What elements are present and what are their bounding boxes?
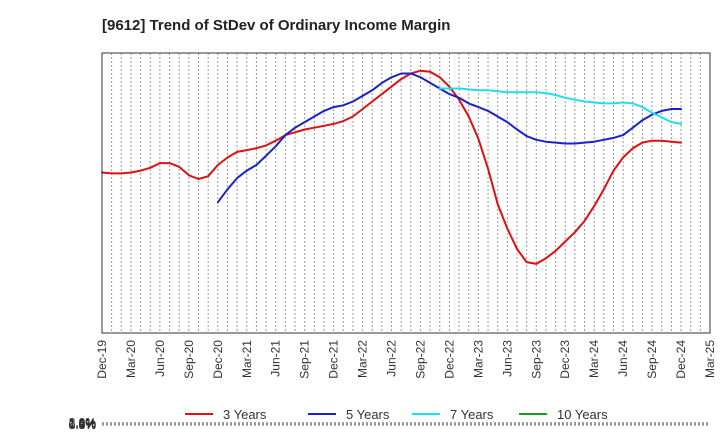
legend-label: 10 Years bbox=[557, 407, 608, 422]
series-line-7-years bbox=[438, 87, 682, 125]
legend-label: 7 Years bbox=[450, 407, 494, 422]
x-tick-label: Mar-25 bbox=[703, 340, 717, 378]
x-tick-label: Dec-21 bbox=[327, 340, 341, 379]
x-tick-label: Dec-22 bbox=[442, 340, 456, 379]
legend-label: 3 Years bbox=[223, 407, 267, 422]
x-tick-label: Dec-19 bbox=[95, 340, 109, 379]
y-tick-label: 2.0% bbox=[69, 416, 97, 430]
x-tick-label: Dec-24 bbox=[674, 340, 688, 379]
x-tick-label: Jun-21 bbox=[269, 340, 283, 377]
x-tick-label: Jun-20 bbox=[153, 340, 167, 377]
legend: 3 Years 5 Years 7 Years 10 Years bbox=[185, 407, 608, 422]
series-line-3-years bbox=[101, 69, 682, 265]
x-tick-label: Jun-24 bbox=[616, 340, 630, 377]
x-tick-label: Sep-24 bbox=[645, 340, 659, 379]
x-tick-label: Mar-23 bbox=[471, 340, 485, 378]
x-tick-label: Jun-22 bbox=[385, 340, 399, 377]
y-tick-label: 1.8% bbox=[69, 416, 97, 430]
plot-border bbox=[101, 52, 711, 334]
x-tick-label: Mar-24 bbox=[587, 340, 601, 378]
y-tick-label: 1.6% bbox=[69, 416, 97, 430]
series-line-5-years bbox=[216, 72, 682, 204]
y-tick-label: 1.4% bbox=[69, 417, 97, 431]
y-tick-label: 1.2% bbox=[69, 417, 97, 431]
y-tick-label: 0.6% bbox=[69, 418, 97, 432]
x-tick-label: Sep-21 bbox=[298, 340, 312, 379]
chart-title: [9612] Trend of StDev of Ordinary Income… bbox=[102, 17, 450, 34]
x-tick-label: Sep-20 bbox=[182, 340, 196, 379]
x-tick-label: Dec-23 bbox=[558, 340, 572, 379]
x-tick-label: Sep-22 bbox=[413, 340, 427, 379]
x-tick-label: Jun-23 bbox=[500, 340, 514, 377]
y-tick-label: 0.8% bbox=[69, 418, 97, 432]
x-tick-label: Mar-22 bbox=[356, 340, 370, 378]
plot-area bbox=[102, 53, 710, 333]
x-tick-label: Sep-23 bbox=[529, 340, 543, 379]
series-lines bbox=[101, 69, 682, 265]
x-tick-label: Dec-20 bbox=[211, 340, 225, 379]
y-axis: 2.0%1.8%1.6%1.4%1.2%1.0%0.8%0.6% bbox=[69, 416, 97, 433]
x-axis: Dec-19 Mar-20 Jun-20 Sep-20 Dec-20 Mar-21 Jun-… bbox=[95, 340, 717, 379]
x-tick-label: Mar-21 bbox=[240, 340, 254, 378]
y-tick-label: 1.0% bbox=[69, 417, 97, 431]
x-tick-label: Mar-20 bbox=[124, 340, 138, 378]
legend-label: 5 Years bbox=[346, 407, 390, 422]
grid-lines bbox=[101, 53, 711, 426]
